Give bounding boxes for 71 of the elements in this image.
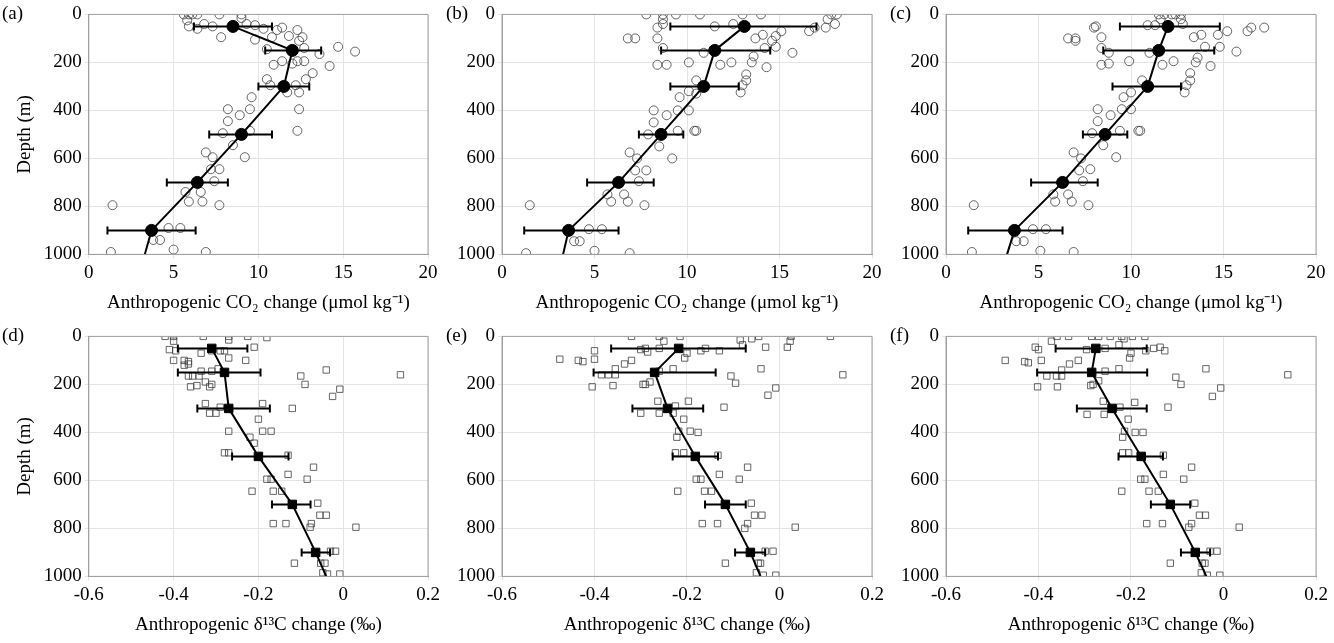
x-tick-label: 0.2: [860, 582, 884, 604]
y-tick-label: 600: [53, 468, 82, 490]
y-tick-label: 800: [466, 194, 495, 216]
y-tick-label: 400: [53, 420, 82, 442]
chart-title: (d): [2, 324, 25, 347]
chart-title: (a): [2, 2, 24, 25]
y-tick-label: 0: [929, 324, 939, 346]
x-tick-label: -0.2: [1115, 582, 1147, 604]
x-tick-label: 0: [774, 582, 785, 604]
x-tick-label: -0.4: [1023, 582, 1055, 604]
y-tick-label: 0: [485, 324, 495, 346]
y-tick-label: 800: [910, 516, 939, 538]
y-tick-label: 200: [466, 372, 495, 394]
x-tick-label: 0: [1218, 582, 1229, 604]
y-tick-label: 400: [910, 98, 939, 120]
x-tick-label: -0.4: [579, 582, 611, 604]
x-tick-label: 20: [418, 260, 438, 282]
x-tick-label: 10: [677, 260, 697, 282]
y-tick-label: 0: [929, 2, 939, 24]
y-tick-label: 600: [910, 146, 939, 168]
x-axis-title: Anthropogenic CO₂ change (μmol kg⁻¹): [535, 290, 839, 313]
y-tick-label: 0: [72, 2, 82, 24]
x-tick-label: 0: [338, 582, 348, 604]
y-axis-title: Depth (m): [13, 417, 36, 496]
chart-title: (b): [446, 2, 469, 25]
x-tick-label: 5: [589, 260, 600, 282]
y-tick-label: 1000: [457, 242, 495, 264]
y-tick-label: 600: [466, 146, 495, 168]
y-tick-label: 0: [485, 2, 495, 24]
y-tick-label: 200: [466, 50, 495, 72]
x-tick-label: 15: [333, 260, 353, 282]
y-tick-label: 800: [910, 194, 939, 216]
y-tick-label: 600: [53, 146, 82, 168]
y-tick-label: 200: [53, 50, 82, 72]
y-tick-label: 800: [466, 516, 495, 538]
y-tick-label: 600: [466, 468, 495, 490]
x-tick-label: -0.4: [158, 582, 190, 604]
x-tick-label: 10: [1121, 260, 1141, 282]
y-tick-label: 200: [910, 372, 939, 394]
chart-title: (c): [890, 2, 912, 25]
x-axis-title: Anthropogenic CO₂ change (μmol kg⁻¹): [106, 290, 410, 313]
y-tick-label: 800: [53, 194, 82, 216]
x-axis-title: Anthropogenic δ¹³C change (‰): [135, 612, 382, 635]
x-tick-label: 20: [1306, 260, 1326, 282]
x-axis-title: Anthropogenic δ¹³C change (‰): [1007, 612, 1255, 635]
x-tick-label: 0.2: [416, 582, 440, 604]
y-tick-label: 400: [53, 98, 82, 120]
y-tick-label: 400: [910, 420, 939, 442]
y-axis-title: Depth (m): [13, 95, 36, 174]
x-tick-label: 5: [168, 260, 179, 282]
x-tick-label: 15: [1214, 260, 1233, 282]
y-tick-label: 1000: [901, 242, 939, 264]
x-tick-label: 10: [248, 260, 268, 282]
x-tick-label: -0.2: [671, 582, 703, 604]
x-tick-label: 0.2: [1304, 582, 1328, 604]
y-tick-label: 200: [53, 372, 82, 394]
x-tick-label: 15: [770, 260, 789, 282]
y-tick-label: 0: [72, 324, 82, 346]
x-tick-label: 5: [1033, 260, 1044, 282]
x-tick-label: 20: [862, 260, 882, 282]
y-tick-label: 400: [466, 98, 495, 120]
y-tick-label: 600: [910, 468, 939, 490]
chart-title: (e): [446, 324, 468, 347]
y-tick-label: 400: [466, 420, 495, 442]
y-tick-label: 1000: [43, 242, 82, 264]
x-axis-title: Anthropogenic δ¹³C change (‰): [563, 612, 811, 635]
x-axis-title: Anthropogenic CO₂ change (μmol kg⁻¹): [979, 290, 1283, 313]
x-tick-label: -0.2: [243, 582, 274, 604]
chart-title: (f): [890, 324, 909, 347]
y-tick-label: 800: [53, 516, 82, 538]
y-tick-label: 200: [910, 50, 939, 72]
